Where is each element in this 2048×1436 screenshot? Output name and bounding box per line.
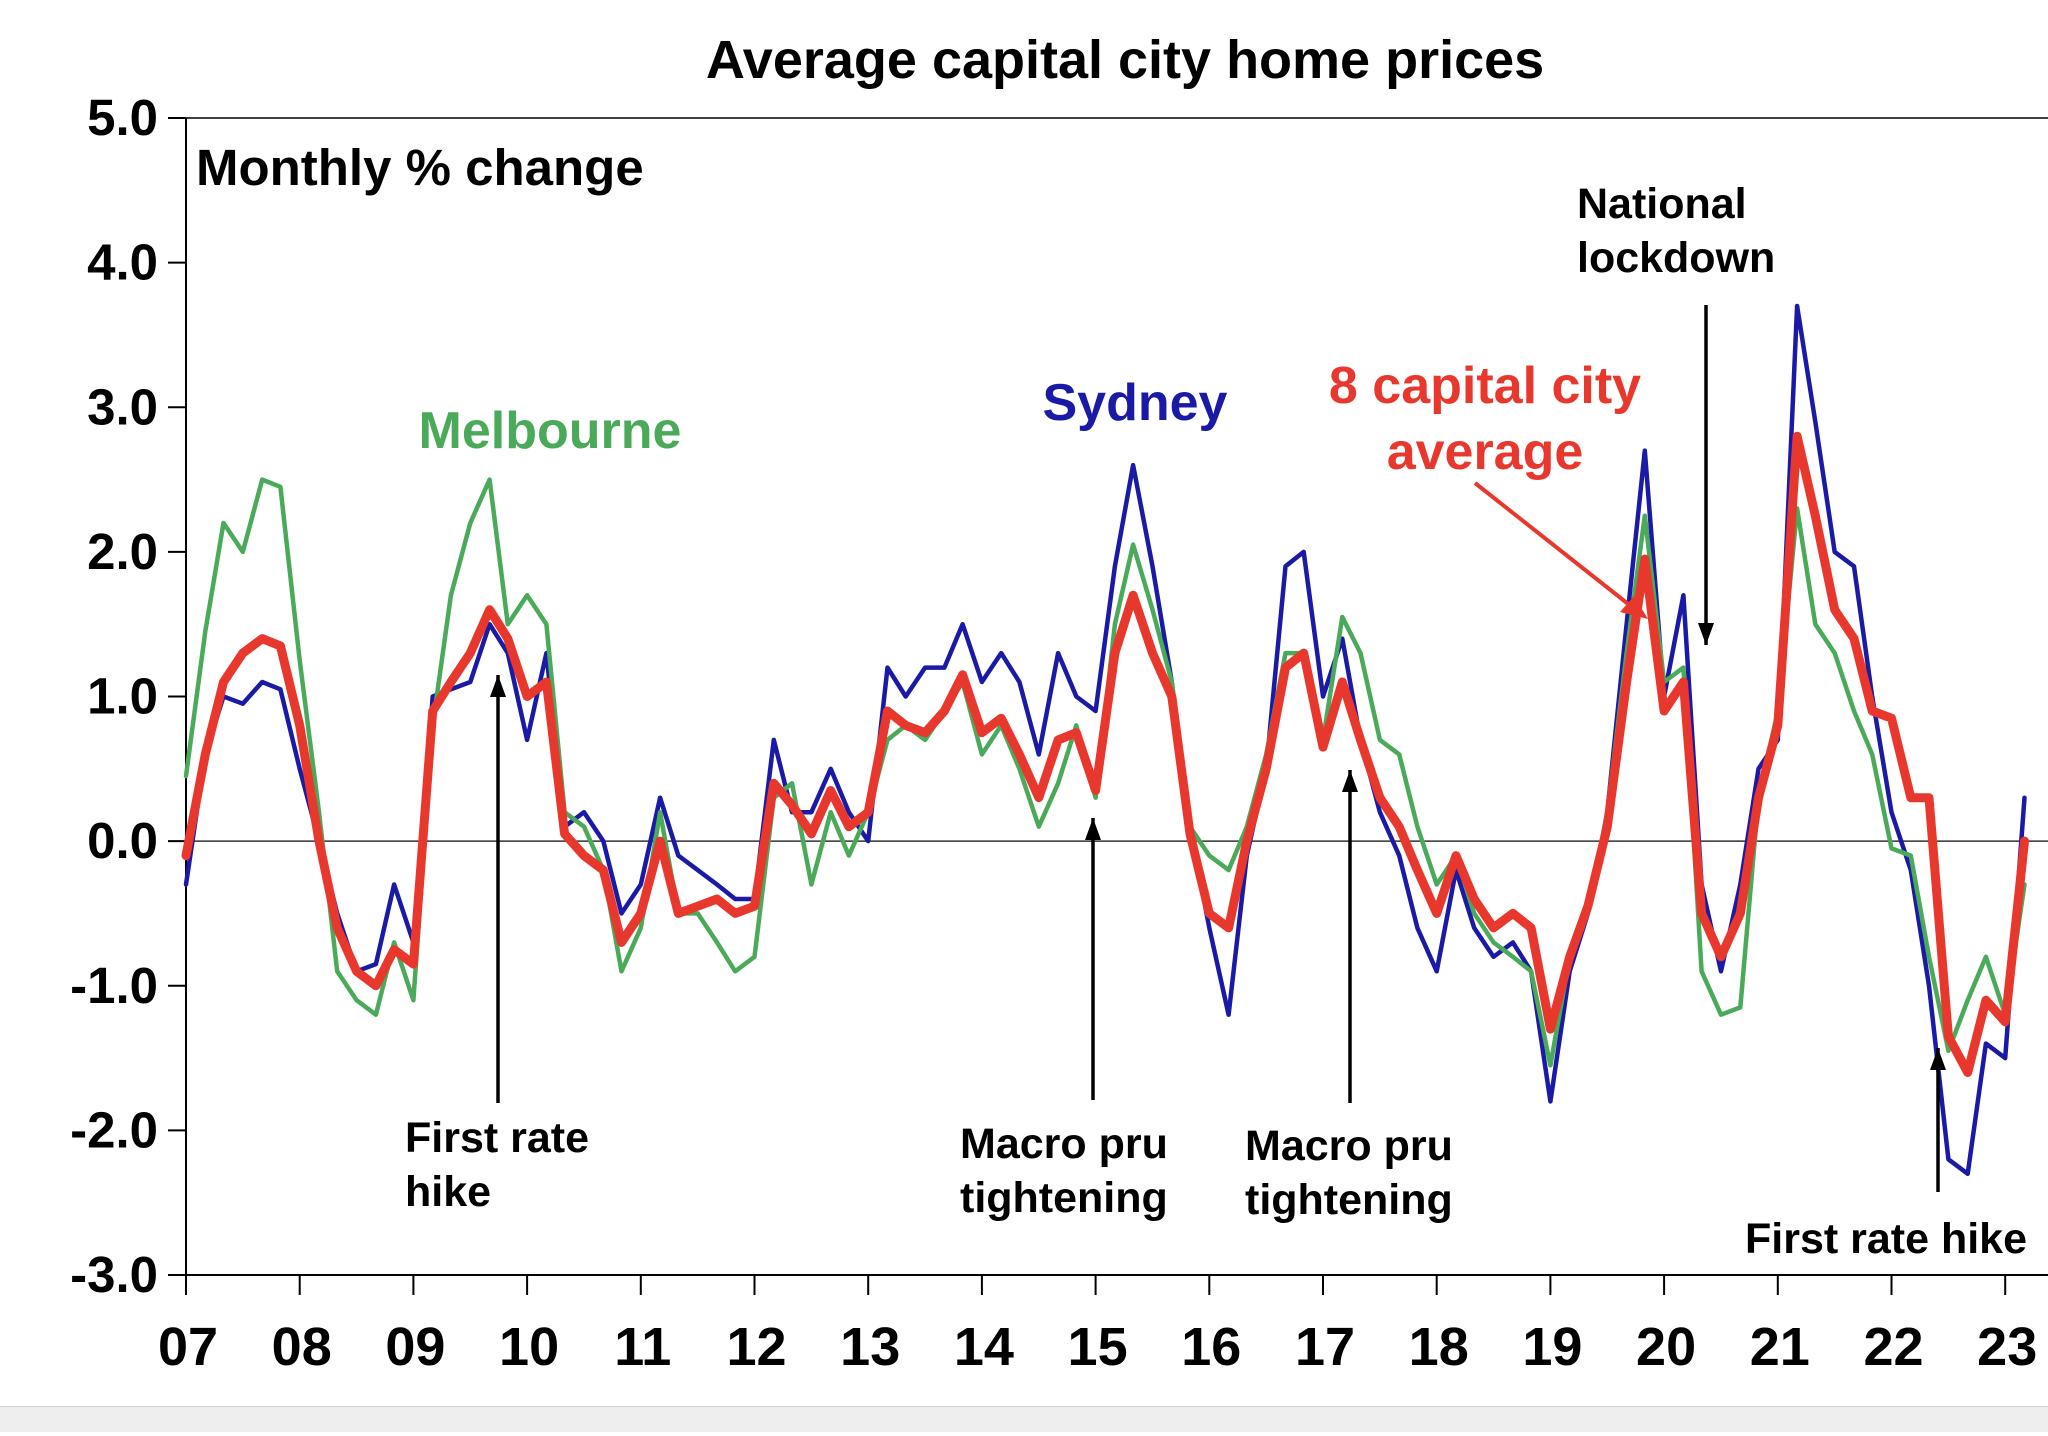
annotation-first-rate-hike-2009-arrowhead: [490, 675, 506, 697]
annotation-first-rate-hike-2022-arrowhead: [1930, 1048, 1946, 1070]
x-tick-label: 08: [272, 1317, 332, 1377]
series-label-8-capital-city-average: average: [1387, 423, 1584, 481]
annotations: First rate hike Macro pru tightening Macro p…: [405, 180, 2027, 1263]
annotation-national-lockdown-text: lockdown: [1577, 234, 1775, 282]
x-tick-label: 12: [726, 1317, 786, 1377]
y-tick-label: 5.0: [87, 89, 158, 146]
chart-subtitle: Monthly % change: [196, 139, 644, 196]
y-tick-label: 3.0: [87, 378, 158, 435]
y-tick-label: 0.0: [87, 812, 158, 869]
series-line-8-capital-city-average: [181, 431, 2029, 1077]
annotation-national-lockdown-text: National: [1577, 180, 1747, 228]
annotation-first-rate-hike-2022-text: First rate hike: [1745, 1215, 2027, 1263]
x-tick-label: 07: [158, 1317, 218, 1377]
annotation-national-lockdown-arrowhead: [1698, 623, 1714, 645]
annotation-macro-pru-2015-text: tightening: [960, 1174, 1168, 1222]
x-tick-label: 13: [840, 1317, 900, 1377]
y-tick-label: 4.0: [87, 234, 158, 291]
x-tick-label: 19: [1522, 1317, 1582, 1377]
x-tick-label: 16: [1181, 1317, 1241, 1377]
annotation-first-rate-hike-2009-text: hike: [405, 1168, 491, 1216]
y-tick-label: 1.0: [87, 668, 158, 725]
annotation-macro-pru-2015-arrowhead: [1085, 818, 1101, 840]
axes: 5.0 4.0 3.0 2.0 1.0 0.0 -1.0 -2.0 -3.007 08 09 10 11…: [70, 89, 2048, 1377]
x-tick-label: 17: [1295, 1317, 1355, 1377]
y-tick-label: -3.0: [70, 1246, 158, 1303]
series-label-8-capital-city-average: 8 capital city: [1329, 357, 1641, 415]
annotation-macro-pru-2017-text: Macro pru: [1245, 1122, 1453, 1170]
x-tick-label: 20: [1636, 1317, 1696, 1377]
annotation-macro-pru-2017-arrowhead: [1342, 770, 1358, 792]
series-line-melbourne: [183, 477, 2027, 1068]
x-tick-label: 14: [954, 1317, 1014, 1377]
chart-title: Average capital city home prices: [706, 30, 1544, 90]
window-bottom-bar: [0, 1406, 2048, 1432]
x-tick-label: 15: [1068, 1317, 1128, 1377]
annotation-first-rate-hike-2009-text: First rate: [405, 1114, 589, 1162]
average-label-arrowhead: [1620, 596, 1648, 619]
x-tick-label: 21: [1750, 1317, 1810, 1377]
y-tick-label: -1.0: [70, 957, 158, 1014]
y-tick-label: 2.0: [87, 523, 158, 580]
annotation-macro-pru-2015-text: Macro pru: [960, 1120, 1168, 1168]
x-tick-label: 11: [614, 1317, 671, 1377]
average-label-arrow: [1473, 481, 1634, 609]
series-label-melbourne: Melbourne: [419, 402, 682, 460]
series-labels: Melbourne Sydney 8 capital city average: [419, 357, 1648, 619]
x-tick-label: 18: [1409, 1317, 1469, 1377]
y-tick-label: -2.0: [70, 1101, 158, 1158]
series-label-sydney: Sydney: [1043, 374, 1228, 432]
x-tick-label: 09: [385, 1317, 445, 1377]
x-tick-label: 22: [1863, 1317, 1923, 1377]
series-lines: [181, 303, 2029, 1177]
x-tick-label: 23: [1977, 1317, 2037, 1377]
annotation-macro-pru-2017-text: tightening: [1245, 1176, 1453, 1224]
x-tick-label: 10: [499, 1317, 559, 1377]
